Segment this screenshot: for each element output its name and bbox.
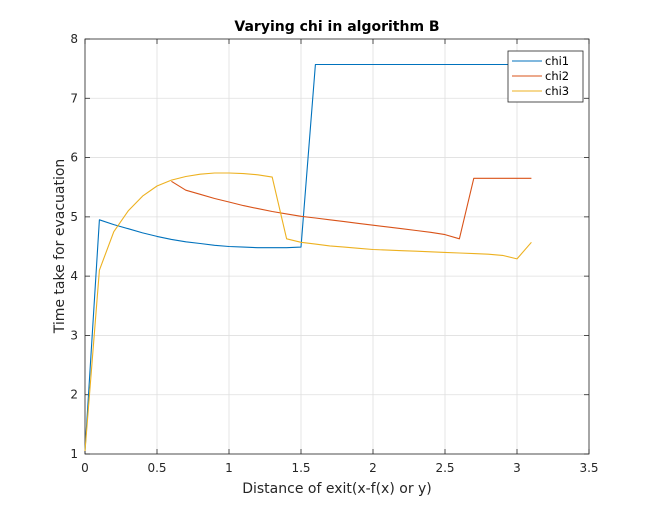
series-line-chi2 bbox=[171, 177, 532, 240]
legend-label-chi2: chi2 bbox=[545, 69, 569, 83]
x-tick-label: 0.5 bbox=[147, 461, 166, 475]
chart-title: Varying chi in algorithm B bbox=[234, 19, 439, 35]
series-line-chi3 bbox=[84, 172, 532, 452]
y-axis-title: Time take for evacuation bbox=[52, 159, 68, 335]
legend-label-chi1: chi1 bbox=[545, 54, 569, 68]
x-tick-label: 0 bbox=[81, 461, 89, 475]
x-tick-label: 1 bbox=[225, 461, 233, 475]
plot-area-border bbox=[84, 38, 590, 455]
y-tick-label: 1 bbox=[70, 447, 78, 461]
x-tick-label: 3 bbox=[513, 461, 521, 475]
legend-label-chi3: chi3 bbox=[545, 84, 569, 98]
x-tick-label: 2 bbox=[369, 461, 377, 475]
y-tick-label: 2 bbox=[70, 388, 78, 402]
y-tick-label: 4 bbox=[70, 269, 78, 283]
x-tick-label: 2.5 bbox=[435, 461, 454, 475]
grid-lines bbox=[84, 38, 590, 455]
y-tick-label: 7 bbox=[70, 91, 78, 105]
series-line-chi1 bbox=[84, 63, 532, 452]
y-tick-label: 5 bbox=[70, 210, 78, 224]
x-tick-label: 1.5 bbox=[291, 461, 310, 475]
axis-ticks: 0 0.5 1 1.5 2 2.5 3 3.5 1 2 3 4 5 6 7 8 bbox=[70, 32, 598, 475]
x-axis-title: Distance of exit(x-f(x) or y) bbox=[242, 481, 432, 497]
y-tick-label: 6 bbox=[70, 151, 78, 165]
y-tick-label: 8 bbox=[70, 32, 78, 46]
series-lines bbox=[84, 63, 532, 452]
y-tick-label: 3 bbox=[70, 328, 78, 342]
x-tick-label: 3.5 bbox=[579, 461, 598, 475]
